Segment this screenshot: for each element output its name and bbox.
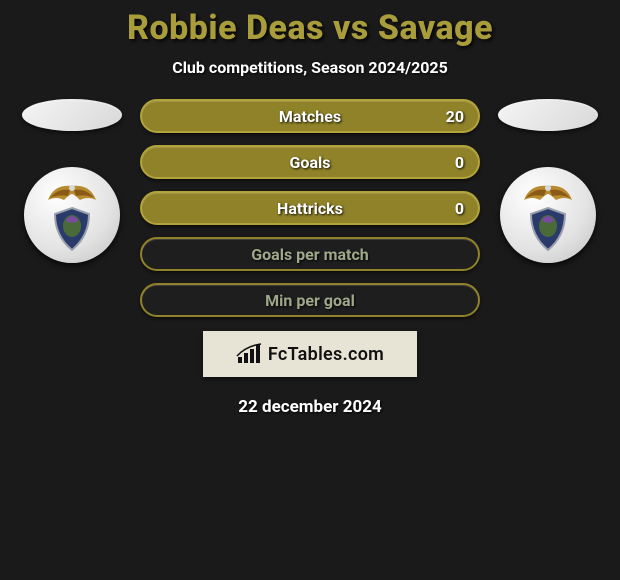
brand-box[interactable]: FcTables.com <box>203 331 417 377</box>
eagle-icon <box>520 180 576 208</box>
stat-label: Goals <box>290 153 331 172</box>
player1-flag-icon <box>22 99 122 131</box>
stat-value-player1: 20 <box>446 107 464 126</box>
brand-chart-icon <box>236 343 262 365</box>
player1-name: Robbie Deas <box>127 8 324 48</box>
stat-bar: Matches 20 <box>140 99 480 133</box>
stat-value-player1: 0 <box>455 199 464 218</box>
date-text: 22 december 2024 <box>238 397 381 417</box>
vs-text: vs <box>333 8 369 48</box>
stat-bar: Goals per match <box>140 237 480 271</box>
player2-name: Savage <box>378 8 493 48</box>
player1-club-badge-icon <box>24 167 120 263</box>
shield-icon <box>51 206 93 252</box>
right-player-col <box>498 99 598 263</box>
stats-bars: Matches 20 Goals 0 Hattricks 0 Goals per match… <box>140 99 480 317</box>
page-title: Robbie Deas vs Savage <box>127 8 493 48</box>
eagle-icon <box>44 180 100 208</box>
stat-bar: Goals 0 <box>140 145 480 179</box>
stat-label: Goals per match <box>251 245 369 264</box>
stat-label: Hattricks <box>277 199 343 218</box>
brand-text: FcTables.com <box>268 344 384 365</box>
stat-bar: Hattricks 0 <box>140 191 480 225</box>
player2-club-badge-icon <box>500 167 596 263</box>
shield-icon <box>527 206 569 252</box>
stat-label: Min per goal <box>265 291 355 310</box>
stat-value-player1: 0 <box>455 153 464 172</box>
main-row: Matches 20 Goals 0 Hattricks 0 Goals per match… <box>0 99 620 317</box>
stat-bar: Min per goal <box>140 283 480 317</box>
left-player-col <box>22 99 122 263</box>
player2-flag-icon <box>498 99 598 131</box>
stat-label: Matches <box>279 107 341 126</box>
subtitle: Club competitions, Season 2024/2025 <box>172 58 448 77</box>
